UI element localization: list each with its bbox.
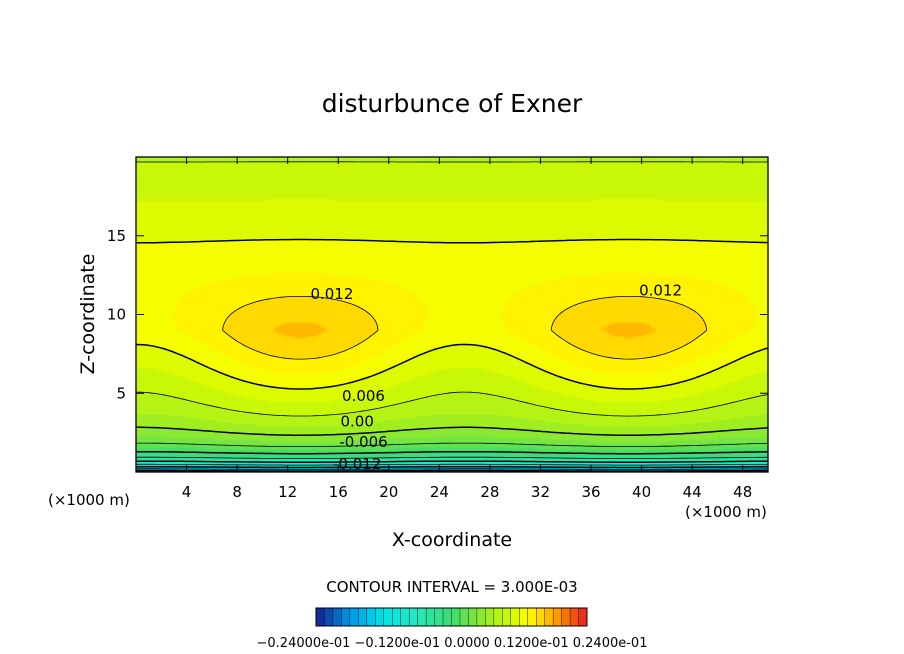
colorbar-swatch bbox=[358, 607, 368, 627]
contour-line bbox=[136, 468, 768, 470]
colorbar-swatch bbox=[434, 607, 444, 627]
contour-line bbox=[135, 161, 769, 417]
contour-label: 0.012 bbox=[639, 282, 682, 300]
contour-interval: CONTOUR INTERVAL = 3.000E-03 bbox=[326, 578, 577, 596]
x-axis-label: X-coordinate bbox=[392, 529, 512, 551]
colorbar-swatch bbox=[468, 607, 478, 627]
colorbar-swatch bbox=[552, 607, 563, 627]
colorbar-swatch bbox=[502, 607, 512, 627]
colorbar-swatch bbox=[392, 607, 402, 627]
x-tick-label: 44 bbox=[683, 483, 702, 501]
colorbar-swatch bbox=[451, 607, 461, 627]
colorbar bbox=[315, 607, 588, 627]
x-tick-label: 32 bbox=[531, 483, 550, 501]
colorbar-swatch bbox=[366, 607, 376, 627]
colorbar-swatch bbox=[527, 607, 537, 627]
contour-line bbox=[136, 460, 768, 463]
contour-lines bbox=[135, 161, 769, 472]
contour-line bbox=[136, 469, 768, 472]
contour-label: 0.00 bbox=[340, 412, 373, 430]
colorbar-swatch bbox=[400, 607, 410, 627]
contour-label: 0.006 bbox=[342, 387, 385, 405]
colorbar-swatch bbox=[561, 607, 571, 627]
x-unit-right: (×1000 m) bbox=[685, 503, 767, 521]
colorbar-swatch bbox=[341, 607, 351, 627]
x-axis: 4 8 12 16 20 24 28 32 36 40 44 48 bbox=[182, 157, 752, 501]
colorbar-swatch bbox=[315, 607, 325, 627]
colorbar-swatch bbox=[375, 607, 385, 627]
x-tick-label: 24 bbox=[430, 483, 449, 501]
contour-label: -0.012 bbox=[333, 455, 381, 473]
y-tick-label: 5 bbox=[116, 384, 126, 402]
contour-line bbox=[135, 238, 769, 390]
colorbar-swatch bbox=[476, 607, 486, 627]
x-unit-left: (×1000 m) bbox=[48, 491, 130, 509]
colorbar-swatch bbox=[442, 607, 452, 627]
colorbar-swatch bbox=[324, 607, 334, 627]
x-tick-label: 28 bbox=[480, 483, 499, 501]
y-axis: 5 10 15 bbox=[107, 227, 768, 402]
y-axis-label: Z-coordinate bbox=[77, 254, 99, 375]
field-raster bbox=[136, 157, 768, 472]
colorbar-swatch bbox=[569, 607, 580, 627]
x-tick-label: 4 bbox=[182, 483, 192, 501]
colorbar-swatch bbox=[519, 607, 529, 627]
colorbar-swatch bbox=[425, 607, 436, 627]
colorbar-swatch bbox=[535, 607, 546, 627]
x-tick-label: 36 bbox=[581, 483, 600, 501]
contour-line bbox=[136, 426, 769, 436]
chart-title: disturbunce of Exner bbox=[322, 89, 583, 118]
colorbar-swatch bbox=[485, 607, 495, 627]
contour-line bbox=[222, 296, 708, 360]
y-tick-label: 15 bbox=[107, 227, 126, 245]
x-tick-label: 8 bbox=[232, 483, 242, 501]
x-tick-label: 16 bbox=[329, 483, 348, 501]
x-tick-label: 40 bbox=[632, 483, 651, 501]
colorbar-swatch bbox=[349, 607, 359, 627]
colorbar-labels: −0.24000e-01 −0.1200e-01 0.0000 0.1200e-… bbox=[257, 636, 648, 651]
x-tick-label: 12 bbox=[278, 483, 297, 501]
contour-line bbox=[136, 456, 768, 459]
contour-labels: 0.012 0.012 0.006 0.00 -0.006 -0.012 bbox=[310, 282, 682, 473]
colorbar-swatch bbox=[417, 607, 427, 627]
x-tick-label: 20 bbox=[379, 483, 398, 501]
colorbar-swatch bbox=[578, 607, 588, 627]
colorbar-swatch bbox=[510, 607, 520, 627]
colorbar-frame bbox=[315, 607, 588, 627]
filled-contour-field bbox=[136, 157, 768, 472]
colorbar-swatch bbox=[408, 607, 419, 627]
y-tick-label: 10 bbox=[107, 306, 126, 324]
contour-line bbox=[136, 465, 768, 469]
x-tick-label: 48 bbox=[733, 483, 752, 501]
contour-line bbox=[136, 450, 769, 455]
colorbar-swatch bbox=[459, 607, 469, 627]
colorbar-swatch bbox=[493, 607, 503, 627]
colorbar-swatch bbox=[332, 607, 342, 627]
colorbar-swatch bbox=[383, 607, 393, 627]
contour-line bbox=[136, 463, 768, 466]
contour-line bbox=[136, 442, 769, 447]
contour-label: -0.006 bbox=[339, 433, 387, 451]
contour-label: 0.012 bbox=[310, 285, 353, 303]
colorbar-swatch bbox=[544, 607, 554, 627]
